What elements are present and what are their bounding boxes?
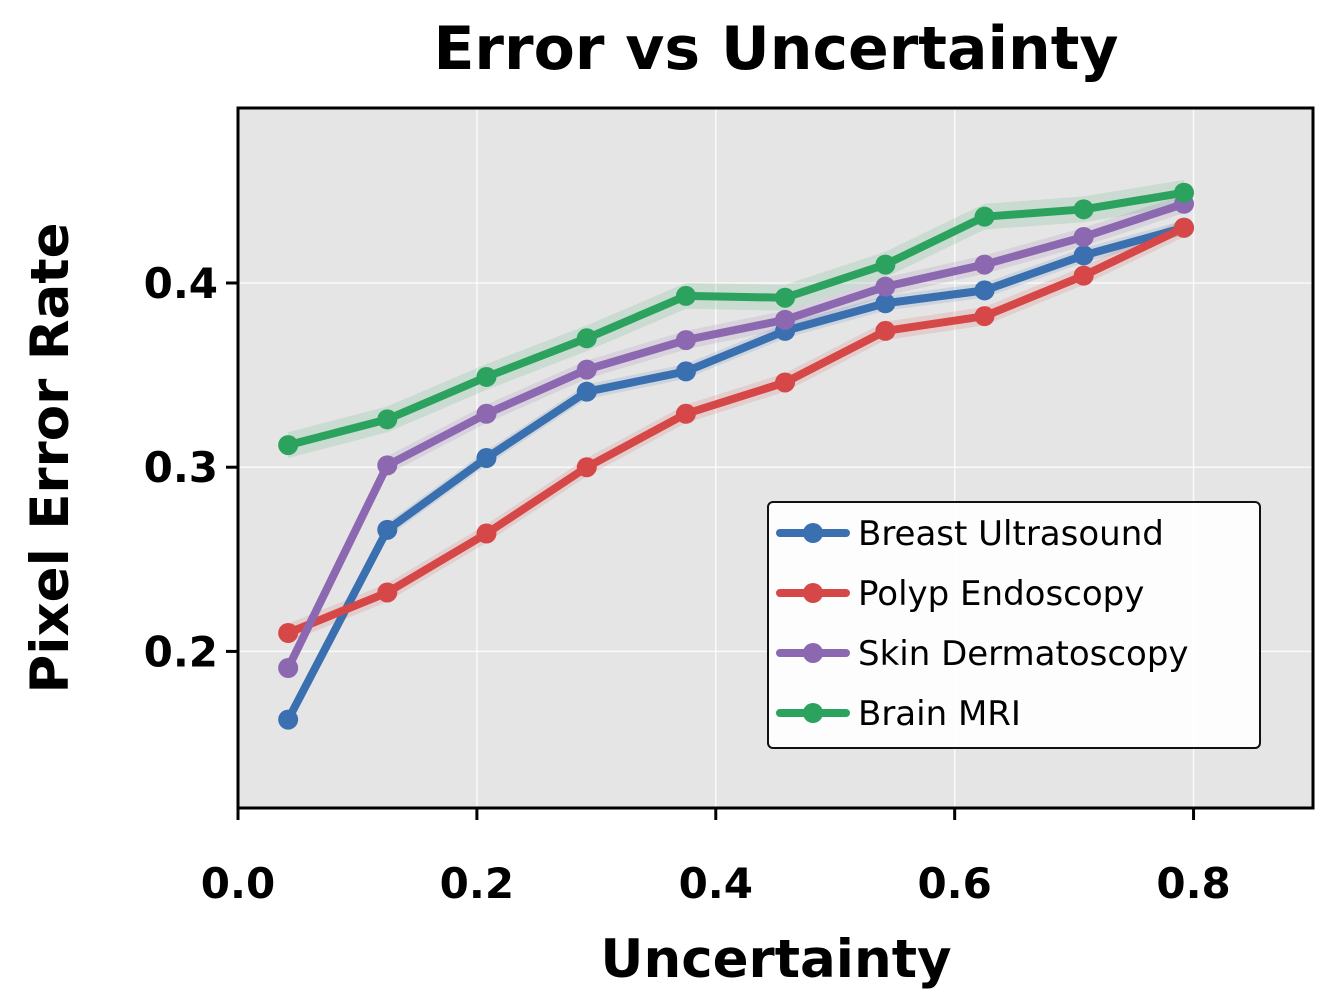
- data-point: [377, 582, 398, 603]
- y-tick-label: 0.3: [144, 443, 218, 492]
- data-point: [377, 409, 398, 430]
- x-tick-label: 0.2: [440, 859, 514, 908]
- data-point: [974, 206, 995, 227]
- data-point: [1073, 226, 1094, 247]
- data-point: [1174, 217, 1194, 238]
- data-point: [278, 623, 299, 643]
- data-point: [875, 254, 896, 275]
- data-point: [775, 372, 796, 393]
- data-point: [775, 309, 796, 330]
- data-point: [576, 381, 597, 402]
- data-point: [675, 285, 696, 306]
- data-point: [675, 403, 696, 424]
- x-tick-label: 0.4: [679, 859, 753, 908]
- x-tick-label: 0.0: [201, 859, 275, 908]
- grid-lines: [238, 108, 1313, 808]
- data-point: [974, 306, 995, 327]
- data-point: [875, 320, 896, 341]
- data-point: [476, 523, 497, 544]
- plot-frame: [236, 106, 1315, 810]
- x-tick-label: 0.6: [917, 859, 991, 908]
- legend-box: [767, 501, 1261, 749]
- data-point: [576, 359, 597, 380]
- legend-marker: [803, 703, 823, 723]
- data-point: [377, 519, 398, 540]
- data-point: [775, 287, 796, 308]
- data-point: [675, 361, 696, 382]
- data-point: [576, 457, 597, 478]
- legend-label: Brain MRI: [858, 694, 1021, 734]
- legend-label: Polyp Endoscopy: [858, 574, 1144, 614]
- series-band: [288, 218, 1185, 643]
- legend-label: Skin Dermatoscopy: [858, 634, 1189, 674]
- data-point: [278, 658, 299, 678]
- series-line: [284, 223, 1188, 724]
- chart-title: Error vs Uncertainty: [433, 14, 1118, 84]
- data-point: [278, 709, 299, 730]
- data-point: [875, 293, 896, 314]
- legend-marker: [803, 523, 823, 543]
- axis-ticks: 0.0 0.2 0.4 0.6 0.8 0.2 0.3 0.4: [144, 259, 1231, 908]
- legend-marker: [803, 643, 823, 663]
- data-point: [476, 403, 497, 424]
- data-point: [476, 448, 497, 468]
- data-point: [1073, 265, 1094, 286]
- data-point: [576, 328, 597, 349]
- y-axis-label: Pixel Error Rate: [20, 222, 81, 693]
- data-point: [1073, 199, 1094, 220]
- data-point: [1073, 245, 1094, 266]
- series-line: [284, 188, 1188, 450]
- data-point: [974, 254, 995, 275]
- x-axis-label: Uncertainty: [600, 929, 951, 990]
- data-point: [875, 276, 896, 297]
- series-line: [284, 223, 1188, 637]
- legend-label: Breast Ultrasound: [858, 514, 1164, 554]
- y-tick-label: 0.4: [144, 259, 218, 308]
- series-lines: [278, 182, 1194, 730]
- data-point: [974, 280, 995, 301]
- data-point: [278, 435, 299, 456]
- data-point: [476, 366, 497, 387]
- data-point: [675, 330, 696, 351]
- legend: Breast Ultrasound Polyp Endoscopy Skin Der…: [767, 501, 1261, 749]
- data-point: [1174, 182, 1194, 203]
- x-tick-label: 0.8: [1156, 859, 1230, 908]
- legend-marker: [803, 583, 823, 603]
- series-line: [284, 199, 1188, 672]
- data-point: [377, 455, 398, 476]
- y-tick-label: 0.2: [144, 627, 218, 676]
